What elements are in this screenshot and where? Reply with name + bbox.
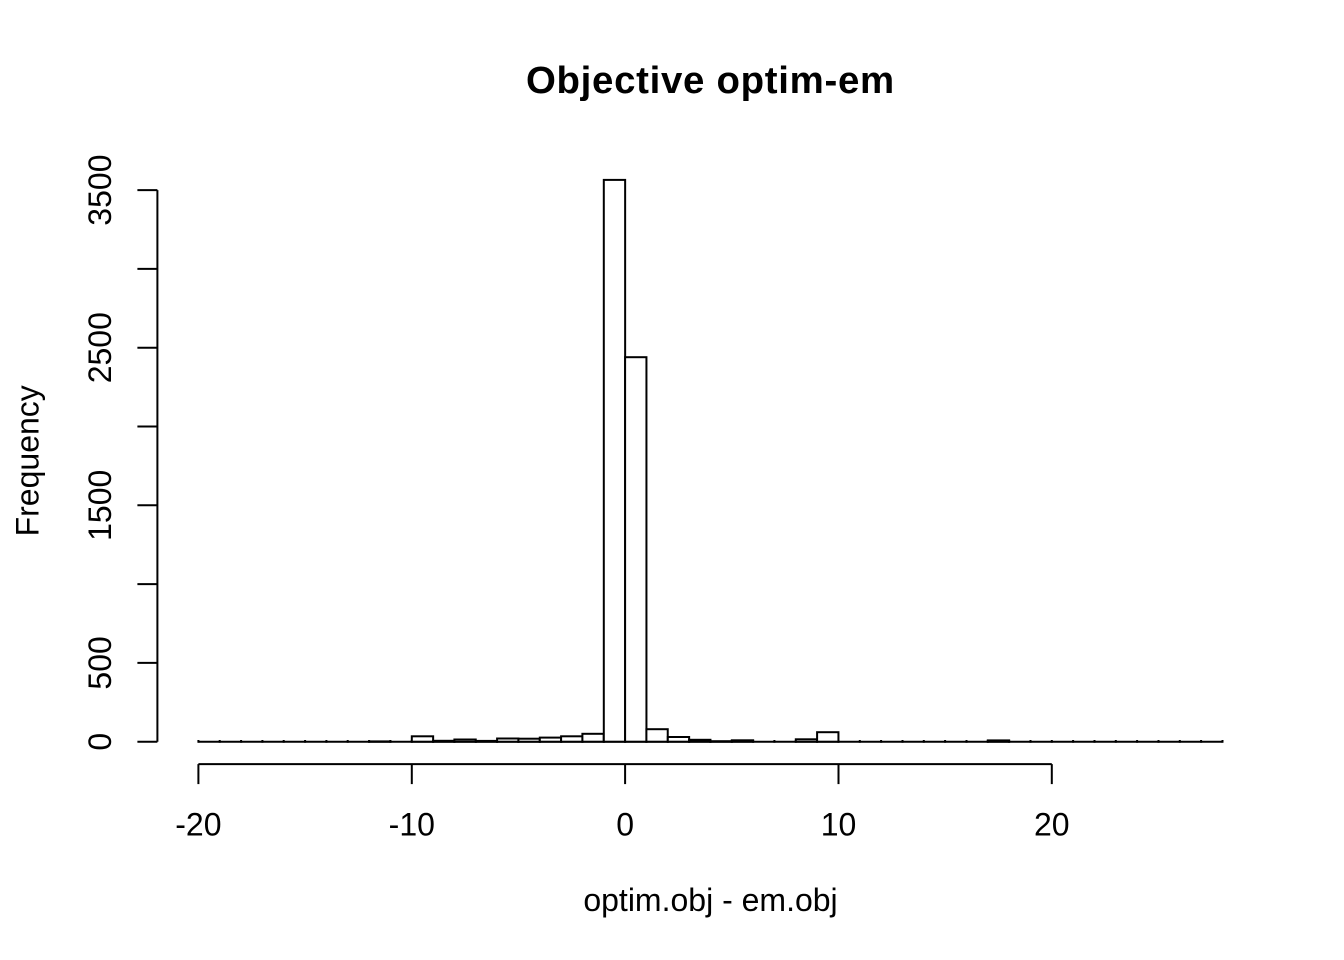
svg-text:-20: -20 (175, 807, 221, 843)
svg-text:2500: 2500 (82, 312, 118, 383)
svg-text:1500: 1500 (82, 470, 118, 541)
svg-text:0: 0 (616, 807, 634, 843)
svg-text:20: 20 (1034, 807, 1070, 843)
svg-text:-10: -10 (389, 807, 435, 843)
svg-text:Frequency: Frequency (10, 385, 46, 536)
svg-text:3500: 3500 (82, 155, 118, 226)
svg-text:500: 500 (82, 636, 118, 689)
svg-text:10: 10 (821, 807, 857, 843)
svg-text:optim.obj - em.obj: optim.obj - em.obj (583, 882, 837, 918)
svg-text:Objective optim-em: Objective optim-em (526, 59, 895, 102)
svg-text:0: 0 (82, 733, 118, 751)
